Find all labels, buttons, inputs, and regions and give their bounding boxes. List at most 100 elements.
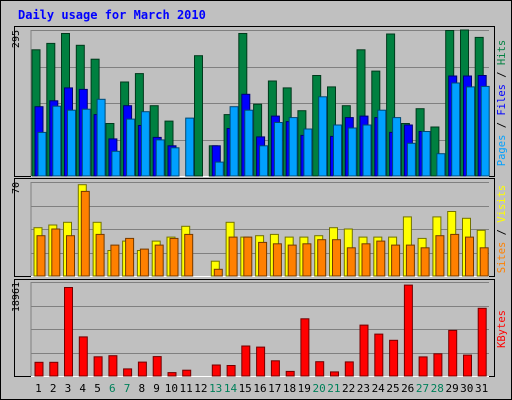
bar-kbytes-day-13	[211, 364, 221, 377]
bar-pages-day-27	[421, 131, 431, 177]
bar-pages-day-18	[288, 117, 298, 177]
x-tick-label-day-15: 15	[239, 382, 252, 395]
bar-kbytes-day-5	[93, 356, 103, 377]
bar-sites-day-10	[169, 237, 179, 277]
x-tick-label-day-8: 8	[138, 382, 145, 395]
legend-visits-sites: Sites / Visits	[496, 185, 508, 274]
bar-pages-day-29	[451, 82, 461, 177]
y-max-label: 18961	[11, 282, 22, 312]
legend-separator: /	[496, 223, 508, 242]
x-tick-label-day-25: 25	[386, 382, 399, 395]
bar-kbytes-day-16	[256, 346, 266, 377]
bar-sites-day-4	[80, 190, 90, 277]
legend-item-files: Files	[496, 84, 508, 116]
x-tick-label-day-29: 29	[445, 382, 458, 395]
legend-item-sites: Sites	[496, 242, 508, 274]
bar-sites-day-6	[110, 244, 120, 277]
bar-pages-day-22	[347, 127, 357, 177]
x-tick-label-day-1: 1	[35, 382, 42, 395]
bar-pages-day-21	[333, 124, 342, 177]
x-tick-label-day-27: 27	[416, 382, 429, 395]
bar-sites-day-15	[243, 236, 253, 277]
bar-kbytes-day-21	[330, 371, 339, 377]
bar-pages-day-24	[377, 109, 387, 177]
bar-kbytes-day-3	[64, 287, 73, 377]
x-tick-label-day-6: 6	[109, 382, 116, 395]
bar-pages-day-5	[96, 98, 106, 177]
x-tick-label-day-31: 31	[475, 382, 488, 395]
bar-sites-day-30	[465, 236, 474, 277]
legend-item-pages: Pages	[496, 135, 508, 167]
legend-separator: /	[496, 65, 508, 84]
bar-pages-day-16	[259, 145, 269, 177]
bar-sites-day-14	[228, 236, 238, 277]
bar-pages-day-17	[273, 122, 283, 177]
bar-sites-day-13	[213, 268, 223, 277]
x-tick-label-day-12: 12	[194, 382, 207, 395]
x-tick-label-day-23: 23	[357, 382, 370, 395]
bar-pages-day-3	[67, 109, 76, 177]
panel-visits-sites: 70 Sites / Visits	[11, 178, 508, 277]
x-tick-label-day-10: 10	[165, 382, 178, 395]
bar-sites-day-25	[391, 244, 401, 277]
chart-title: Daily usage for March 2010	[18, 8, 206, 22]
bar-pages-day-9	[155, 139, 165, 177]
bar-sites-day-20	[317, 239, 327, 277]
bar-sites-day-19	[302, 243, 312, 277]
bar-kbytes-day-8	[137, 361, 147, 377]
bar-kbytes-day-4	[78, 336, 88, 377]
bar-pages-day-30	[466, 86, 475, 177]
panel-hits-files-pages: 295 Pages / Files / Hits	[11, 26, 508, 177]
bar-pages-day-8	[140, 111, 150, 177]
bar-kbytes-day-29	[448, 329, 458, 377]
bar-pages-day-20	[318, 96, 328, 177]
bar-pages-day-26	[406, 142, 416, 177]
x-tick-label-day-20: 20	[312, 382, 325, 395]
x-tick-label-day-30: 30	[460, 382, 473, 395]
bar-kbytes-day-2	[49, 361, 59, 377]
bar-sites-day-2	[51, 228, 61, 277]
legend-hits-files-pages: Pages / Files / Hits	[496, 40, 508, 166]
bar-pages-day-13	[214, 161, 224, 177]
bar-kbytes-day-20	[315, 361, 325, 377]
x-tick-label-day-11: 11	[179, 382, 192, 395]
legend-kbytes: KBytes	[496, 310, 508, 348]
x-tick-label-day-21: 21	[327, 382, 340, 395]
bar-kbytes-day-22	[344, 361, 354, 377]
bar-sites-day-8	[139, 248, 149, 277]
x-tick-label-day-19: 19	[298, 382, 311, 395]
x-tick-label-day-17: 17	[268, 382, 281, 395]
x-tick-label-day-24: 24	[372, 382, 386, 395]
bar-pages-day-7	[126, 118, 136, 177]
bar-pages-day-1	[37, 131, 47, 177]
bar-pages-day-25	[392, 117, 402, 177]
bar-pages-day-10	[170, 147, 180, 177]
bar-sites-day-31	[479, 247, 489, 277]
bar-sites-day-18	[287, 244, 297, 277]
bar-sites-day-29	[450, 233, 460, 277]
bar-kbytes-day-19	[300, 318, 310, 377]
x-tick-label-day-14: 14	[224, 382, 238, 395]
x-tick-label-day-16: 16	[253, 382, 266, 395]
x-tick-label-day-18: 18	[283, 382, 296, 395]
bar-hits-day-28	[430, 126, 440, 177]
legend-item-hits: Hits	[496, 40, 508, 65]
bar-kbytes-day-18	[285, 370, 295, 377]
x-tick-label-day-26: 26	[401, 382, 414, 395]
legend-separator: /	[496, 116, 508, 135]
y-max-label: 295	[11, 30, 22, 48]
bar-kbytes-day-15	[241, 345, 251, 377]
bar-sites-day-5	[95, 233, 105, 277]
bar-pages-day-23	[362, 124, 372, 177]
bar-pages-day-2	[52, 105, 62, 177]
bar-kbytes-day-26	[403, 284, 413, 377]
x-tick-label-day-9: 9	[153, 382, 160, 395]
x-tick-label-day-3: 3	[65, 382, 72, 395]
bar-kbytes-day-23	[359, 324, 369, 377]
bar-sites-day-24	[376, 240, 386, 277]
x-tick-label-day-5: 5	[94, 382, 101, 395]
bar-hits-day-12	[194, 55, 203, 177]
bar-kbytes-day-11	[182, 369, 192, 377]
